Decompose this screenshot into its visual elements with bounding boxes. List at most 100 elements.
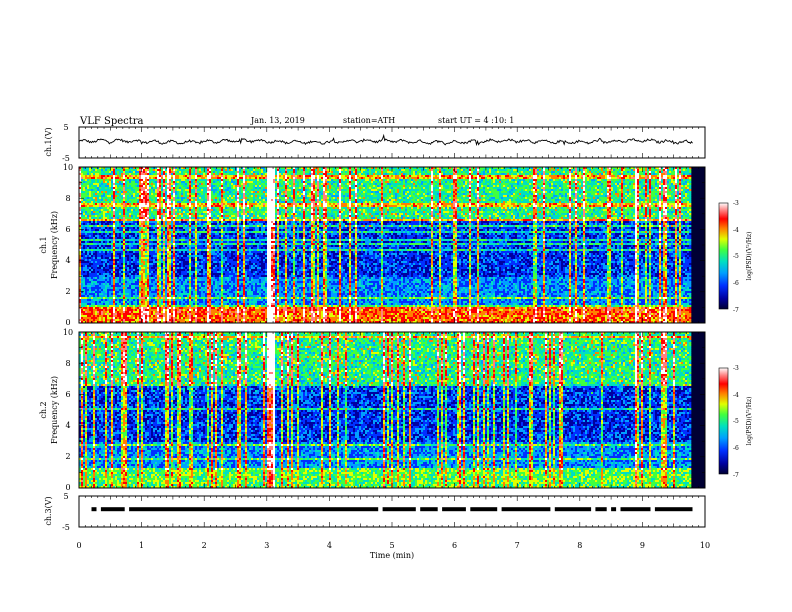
- spec1-cell: [211, 169, 215, 171]
- spec1-cell: [109, 185, 111, 187]
- spec1-cell: [629, 179, 635, 181]
- spec1-cell: [107, 183, 109, 185]
- spec1-cell: [577, 173, 579, 175]
- spec1-cell: [649, 185, 651, 187]
- spec1-cell: [163, 171, 165, 173]
- spec1-cell: [209, 183, 211, 185]
- spec1-cell: [439, 185, 441, 187]
- spec1-cell: [367, 189, 371, 191]
- spec1-cell: [195, 179, 197, 181]
- spec1-cell: [89, 191, 91, 193]
- spec1-cell: [559, 187, 561, 189]
- spec1-cell: [325, 193, 327, 195]
- spec1-cell: [643, 171, 645, 173]
- spec1-cell: [637, 187, 639, 189]
- spec1-cell: [265, 191, 267, 193]
- spec1-cell: [209, 195, 211, 197]
- spec1-cell: [569, 169, 571, 171]
- spec1-cell: [117, 195, 119, 197]
- spec1-cell: [573, 183, 575, 185]
- spec1-cell: [297, 189, 299, 191]
- spec1-cell: [265, 193, 267, 195]
- spec1-cell: [355, 175, 357, 177]
- spec1-cell: [595, 187, 597, 189]
- spec1-cell: [335, 173, 337, 175]
- spec1-cell: [661, 173, 665, 175]
- spec1-cell: [369, 181, 371, 183]
- spec1-cell: [351, 195, 353, 197]
- spec1-cell: [165, 181, 167, 183]
- spec1-cell: [497, 183, 499, 185]
- spec1-cell: [463, 179, 469, 181]
- spec1-cell: [315, 189, 317, 191]
- spec1-cell: [355, 177, 357, 179]
- spec1-cell: [357, 171, 361, 173]
- spec1-cell: [175, 181, 177, 183]
- spec1-cell: [567, 185, 569, 187]
- spec1-cell: [439, 179, 441, 181]
- spec1-cell: [301, 191, 303, 193]
- spec1-cell: [593, 185, 597, 187]
- spec1-cell: [81, 175, 85, 177]
- spec1-cell: [319, 189, 321, 191]
- spec1-cell: [105, 177, 107, 179]
- spec1-cell: [225, 195, 227, 197]
- spec1-cell: [649, 179, 651, 181]
- spec1-cell: [123, 181, 125, 183]
- spec1-cell: [571, 189, 573, 191]
- spec1-cell: [585, 185, 587, 187]
- spec1-cell: [367, 169, 369, 171]
- spec1-cell: [529, 187, 531, 189]
- spec1-cell: [161, 193, 163, 195]
- spec1-cell: [193, 185, 195, 187]
- spec1-cell: [529, 185, 533, 187]
- spec1-cell: [263, 179, 265, 181]
- spec1-cell: [627, 189, 629, 191]
- spec1-cell: [479, 169, 483, 171]
- spec1-cell: [201, 175, 203, 177]
- spec1-cell: [171, 189, 173, 191]
- spec1-cell: [281, 195, 285, 197]
- spec1-cell: [261, 169, 263, 171]
- spec1-cell: [327, 193, 329, 195]
- spec1-cell: [417, 177, 419, 179]
- spec1-cell: [219, 193, 221, 195]
- spec1-cell: [251, 191, 253, 193]
- spec1-cell: [243, 185, 245, 187]
- spec1-cell: [531, 189, 533, 191]
- spec1-cell: [487, 179, 489, 181]
- spec1-cell: [165, 177, 167, 179]
- spec1-cell: [653, 189, 655, 191]
- spec1-cell: [619, 173, 621, 175]
- spec1-cell: [265, 173, 267, 175]
- spec1-cell: [119, 185, 121, 187]
- spec1-cell: [293, 175, 295, 177]
- spec1-cell: [173, 171, 175, 173]
- spec1-cell: [545, 191, 547, 193]
- spec1-cell: [399, 189, 401, 191]
- spec1-cell: [509, 181, 515, 183]
- spec1-cell: [95, 187, 97, 189]
- spec1-cell: [421, 185, 423, 187]
- spec1-cell: [331, 171, 333, 173]
- spec1-cell: [657, 189, 659, 191]
- spec1-cell: [425, 187, 429, 189]
- spec1-cell: [111, 191, 113, 193]
- spec1-cell: [351, 193, 355, 195]
- spec1-cell: [473, 193, 475, 195]
- spec1-cell: [205, 183, 207, 185]
- spec1-cell: [429, 175, 431, 177]
- spec1-cell: [643, 183, 645, 185]
- spec1-cell: [197, 185, 199, 187]
- spec1-cell: [313, 191, 315, 193]
- spec1-cell: [223, 181, 225, 183]
- spec1-cell: [305, 173, 309, 175]
- spec1-cell: [195, 169, 197, 171]
- spec1-cell: [209, 173, 211, 175]
- spec1-cell: [141, 181, 143, 183]
- spec1-cell: [683, 187, 685, 189]
- spec1-cell: [681, 169, 683, 171]
- spec1-cell: [591, 187, 595, 189]
- spec1-cell: [267, 193, 275, 195]
- spec1-cell: [505, 189, 507, 191]
